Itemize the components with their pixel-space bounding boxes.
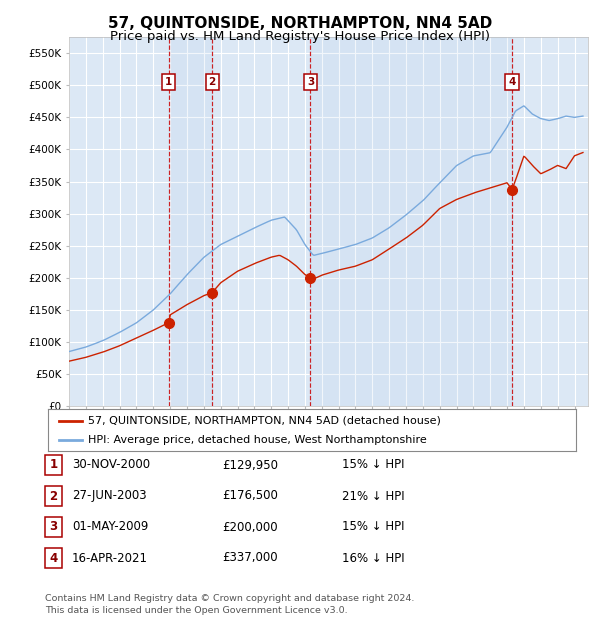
Text: 15% ↓ HPI: 15% ↓ HPI xyxy=(342,459,404,471)
Text: 4: 4 xyxy=(508,77,515,87)
Text: £337,000: £337,000 xyxy=(222,552,278,564)
Text: 2: 2 xyxy=(208,77,215,87)
Text: 16-APR-2021: 16-APR-2021 xyxy=(72,552,148,564)
Text: £176,500: £176,500 xyxy=(222,490,278,502)
Text: 3: 3 xyxy=(307,77,314,87)
Text: 16% ↓ HPI: 16% ↓ HPI xyxy=(342,552,404,564)
Text: 3: 3 xyxy=(49,521,58,533)
Text: Price paid vs. HM Land Registry's House Price Index (HPI): Price paid vs. HM Land Registry's House … xyxy=(110,30,490,43)
Text: £200,000: £200,000 xyxy=(222,521,278,533)
Text: 30-NOV-2000: 30-NOV-2000 xyxy=(72,459,150,471)
Bar xyxy=(310,37,512,406)
Text: 1: 1 xyxy=(49,459,58,471)
Text: HPI: Average price, detached house, West Northamptonshire: HPI: Average price, detached house, West… xyxy=(88,435,427,445)
Text: £129,950: £129,950 xyxy=(222,459,278,471)
Text: 01-MAY-2009: 01-MAY-2009 xyxy=(72,521,148,533)
Text: 27-JUN-2003: 27-JUN-2003 xyxy=(72,490,146,502)
Bar xyxy=(169,37,212,406)
Text: 21% ↓ HPI: 21% ↓ HPI xyxy=(342,490,404,502)
Text: 15% ↓ HPI: 15% ↓ HPI xyxy=(342,521,404,533)
Text: Contains HM Land Registry data © Crown copyright and database right 2024.
This d: Contains HM Land Registry data © Crown c… xyxy=(45,594,415,615)
Text: 1: 1 xyxy=(165,77,172,87)
Text: 57, QUINTONSIDE, NORTHAMPTON, NN4 5AD (detached house): 57, QUINTONSIDE, NORTHAMPTON, NN4 5AD (d… xyxy=(88,415,440,425)
Text: 2: 2 xyxy=(49,490,58,502)
Text: 4: 4 xyxy=(49,552,58,564)
Text: 57, QUINTONSIDE, NORTHAMPTON, NN4 5AD: 57, QUINTONSIDE, NORTHAMPTON, NN4 5AD xyxy=(108,16,492,31)
